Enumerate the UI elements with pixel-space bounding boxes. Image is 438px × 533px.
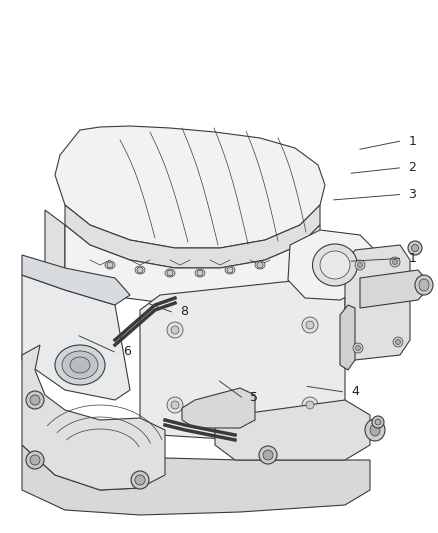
Ellipse shape (254, 261, 265, 269)
Ellipse shape (395, 340, 399, 344)
Ellipse shape (256, 262, 262, 268)
Ellipse shape (364, 419, 384, 441)
Ellipse shape (225, 266, 234, 274)
Polygon shape (140, 278, 344, 440)
Ellipse shape (301, 397, 317, 413)
Ellipse shape (30, 395, 40, 405)
Ellipse shape (70, 357, 90, 373)
Ellipse shape (369, 424, 379, 436)
Ellipse shape (226, 267, 233, 273)
Ellipse shape (414, 275, 432, 295)
Ellipse shape (30, 455, 40, 465)
Text: 6: 6 (123, 345, 131, 358)
Ellipse shape (312, 244, 357, 286)
Text: 3: 3 (407, 188, 415, 201)
Ellipse shape (301, 317, 317, 333)
Polygon shape (287, 230, 374, 300)
Ellipse shape (171, 326, 179, 334)
Polygon shape (22, 445, 369, 515)
Ellipse shape (371, 416, 383, 428)
Ellipse shape (26, 451, 44, 469)
Polygon shape (65, 225, 319, 305)
Ellipse shape (55, 345, 105, 385)
Ellipse shape (352, 343, 362, 353)
Ellipse shape (305, 321, 313, 329)
Ellipse shape (357, 262, 362, 268)
Ellipse shape (166, 397, 183, 413)
Ellipse shape (355, 345, 360, 351)
Ellipse shape (410, 245, 417, 252)
Text: 5: 5 (250, 391, 258, 403)
Polygon shape (55, 126, 324, 248)
Ellipse shape (258, 446, 276, 464)
Ellipse shape (197, 270, 202, 276)
Ellipse shape (137, 267, 143, 273)
Text: 1: 1 (407, 252, 415, 265)
Ellipse shape (392, 337, 402, 347)
Ellipse shape (374, 419, 380, 425)
Ellipse shape (194, 269, 205, 277)
Ellipse shape (418, 279, 428, 291)
Text: 4: 4 (350, 385, 358, 398)
Ellipse shape (135, 266, 145, 274)
Text: 1: 1 (407, 135, 415, 148)
Ellipse shape (392, 260, 396, 264)
Ellipse shape (389, 257, 399, 267)
Ellipse shape (165, 269, 175, 277)
Ellipse shape (107, 262, 113, 268)
Polygon shape (22, 345, 165, 490)
Ellipse shape (131, 471, 148, 489)
Ellipse shape (354, 260, 364, 270)
Ellipse shape (166, 322, 183, 338)
Text: 2: 2 (407, 161, 415, 174)
Ellipse shape (166, 270, 173, 276)
Ellipse shape (171, 401, 179, 409)
Polygon shape (65, 205, 319, 268)
Polygon shape (22, 255, 130, 305)
Text: 8: 8 (180, 305, 187, 318)
Ellipse shape (319, 251, 349, 279)
Ellipse shape (62, 351, 98, 379)
Polygon shape (215, 400, 369, 460)
Polygon shape (339, 305, 354, 370)
Polygon shape (45, 210, 65, 290)
Polygon shape (344, 245, 409, 360)
Ellipse shape (262, 450, 272, 460)
Polygon shape (359, 270, 424, 308)
Ellipse shape (407, 241, 421, 255)
Polygon shape (22, 275, 130, 400)
Ellipse shape (105, 261, 115, 269)
Polygon shape (182, 388, 254, 428)
Ellipse shape (135, 475, 145, 485)
Ellipse shape (26, 391, 44, 409)
Ellipse shape (305, 401, 313, 409)
